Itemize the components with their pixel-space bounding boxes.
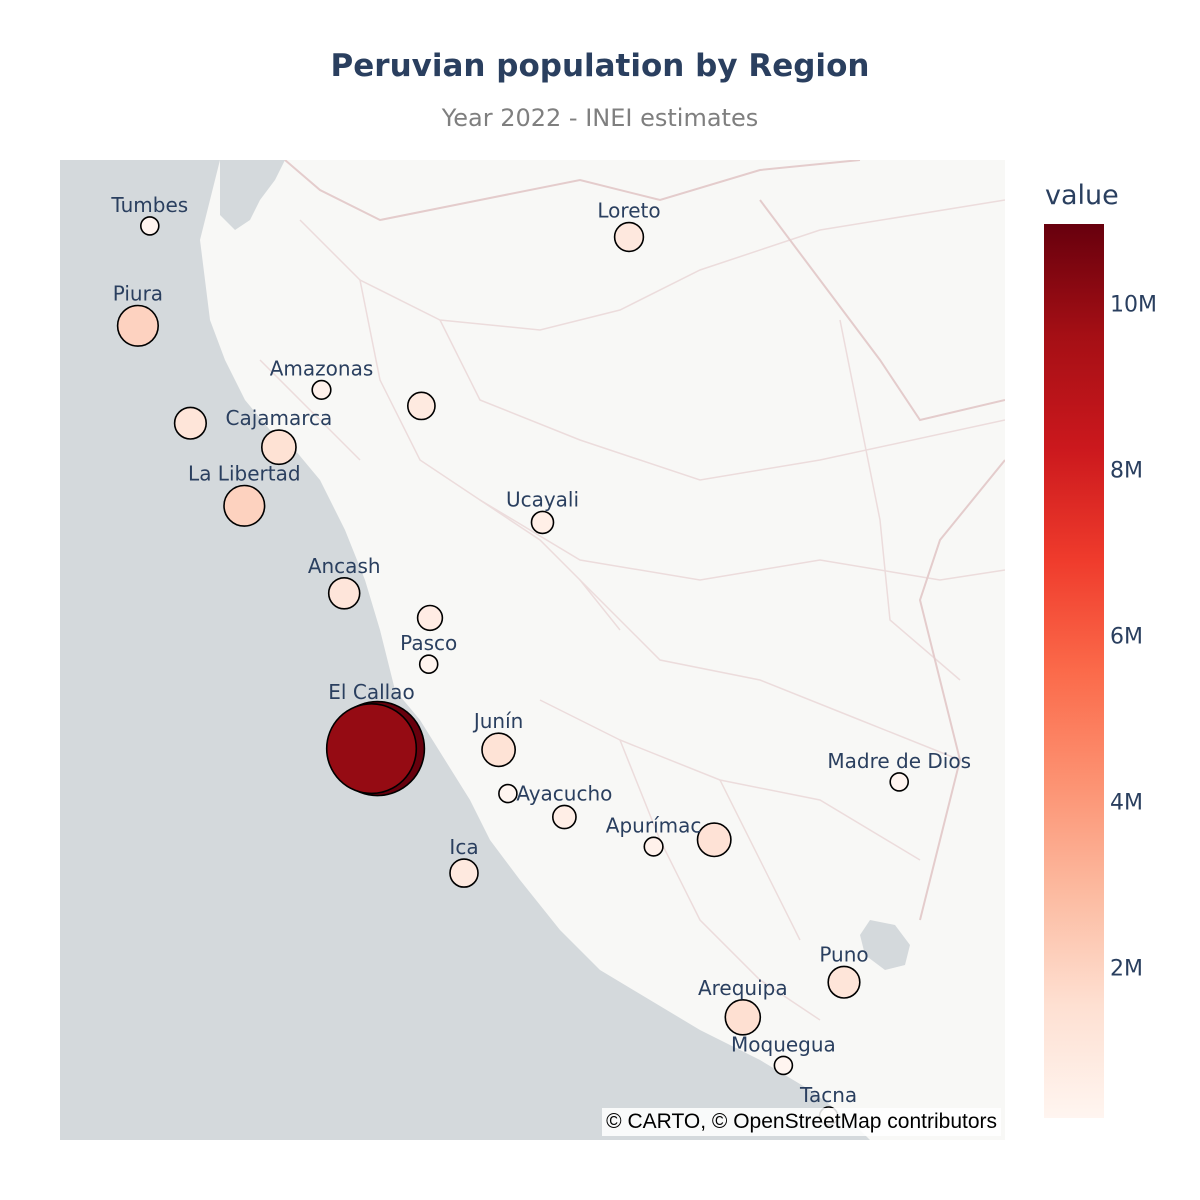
region-label: Junín (472, 709, 523, 733)
page-subtitle: Year 2022 - INEI estimates (441, 104, 759, 132)
region-label: El Callao (328, 680, 414, 704)
region-marker[interactable] (311, 379, 332, 400)
map-attribution[interactable]: © CARTO, © OpenStreetMap contributors (602, 1108, 1001, 1136)
map-basemap (60, 160, 1005, 1140)
country-border (284, 160, 1005, 921)
region-marker[interactable] (827, 965, 861, 999)
region-marker[interactable] (116, 304, 160, 347)
region-label: Cajamarca (225, 406, 332, 430)
region-label: Piura (113, 282, 163, 306)
region-label: Tumbes (110, 193, 188, 217)
region-label: Pasco (400, 631, 457, 655)
region-label: Puno (819, 942, 868, 966)
region-label: Moquegua (731, 1032, 836, 1056)
region-marker[interactable] (613, 221, 645, 253)
region-marker[interactable] (889, 772, 910, 792)
region-marker[interactable] (498, 783, 518, 804)
region-marker[interactable] (418, 654, 439, 675)
region-marker[interactable] (223, 484, 266, 527)
region-label: Apurímac (606, 813, 702, 837)
region-marker[interactable] (773, 1055, 794, 1076)
region-label: Ayacucho (516, 781, 612, 805)
gulf-area (220, 160, 285, 230)
region-marker[interactable] (724, 998, 762, 1036)
map-panel[interactable]: Tumbes Loreto Piura Amazonas Cajamarca La Lib… (60, 160, 1005, 1140)
region-marker[interactable] (173, 406, 207, 440)
colorbar-tick: 2M (1110, 956, 1143, 982)
map-markers: Tumbes Loreto Piura Amazonas Cajamarca La Lib… (110, 193, 971, 1126)
region-marker[interactable] (696, 822, 732, 858)
region-marker[interactable] (551, 804, 577, 830)
region-marker[interactable] (140, 216, 160, 236)
region-marker[interactable] (260, 429, 297, 466)
region-marker[interactable] (416, 604, 444, 632)
region-marker[interactable] (643, 836, 664, 857)
colorbar (1044, 224, 1104, 1118)
region-marker[interactable] (325, 702, 418, 795)
colorbar-tick: 4M (1110, 790, 1143, 816)
region-label: Madre de Dios (827, 749, 971, 773)
region-borders (259, 199, 1005, 1021)
region-label: Loreto (597, 199, 660, 223)
region-marker[interactable] (530, 510, 555, 535)
colorbar-tick: 8M (1110, 458, 1143, 484)
colorbar-tick: 10M (1110, 292, 1157, 318)
region-label: Tacna (799, 1083, 857, 1107)
ocean-area (60, 160, 870, 1140)
region-marker[interactable] (406, 391, 436, 421)
region-label: Ica (449, 835, 478, 859)
region-label: Ucayali (506, 487, 579, 511)
region-label: La Libertad (188, 461, 300, 485)
region-label: Amazonas (270, 357, 374, 381)
region-marker[interactable] (449, 858, 479, 888)
colorbar-title: value (1045, 180, 1119, 211)
colorbar-tick: 6M (1110, 624, 1143, 650)
region-label: Ancash (308, 554, 381, 578)
region-marker[interactable] (327, 576, 361, 610)
region-label: Arequipa (698, 976, 788, 1000)
lake-area (860, 920, 910, 970)
region-marker[interactable] (481, 732, 517, 768)
page-title: Peruvian population by Region (330, 48, 870, 84)
